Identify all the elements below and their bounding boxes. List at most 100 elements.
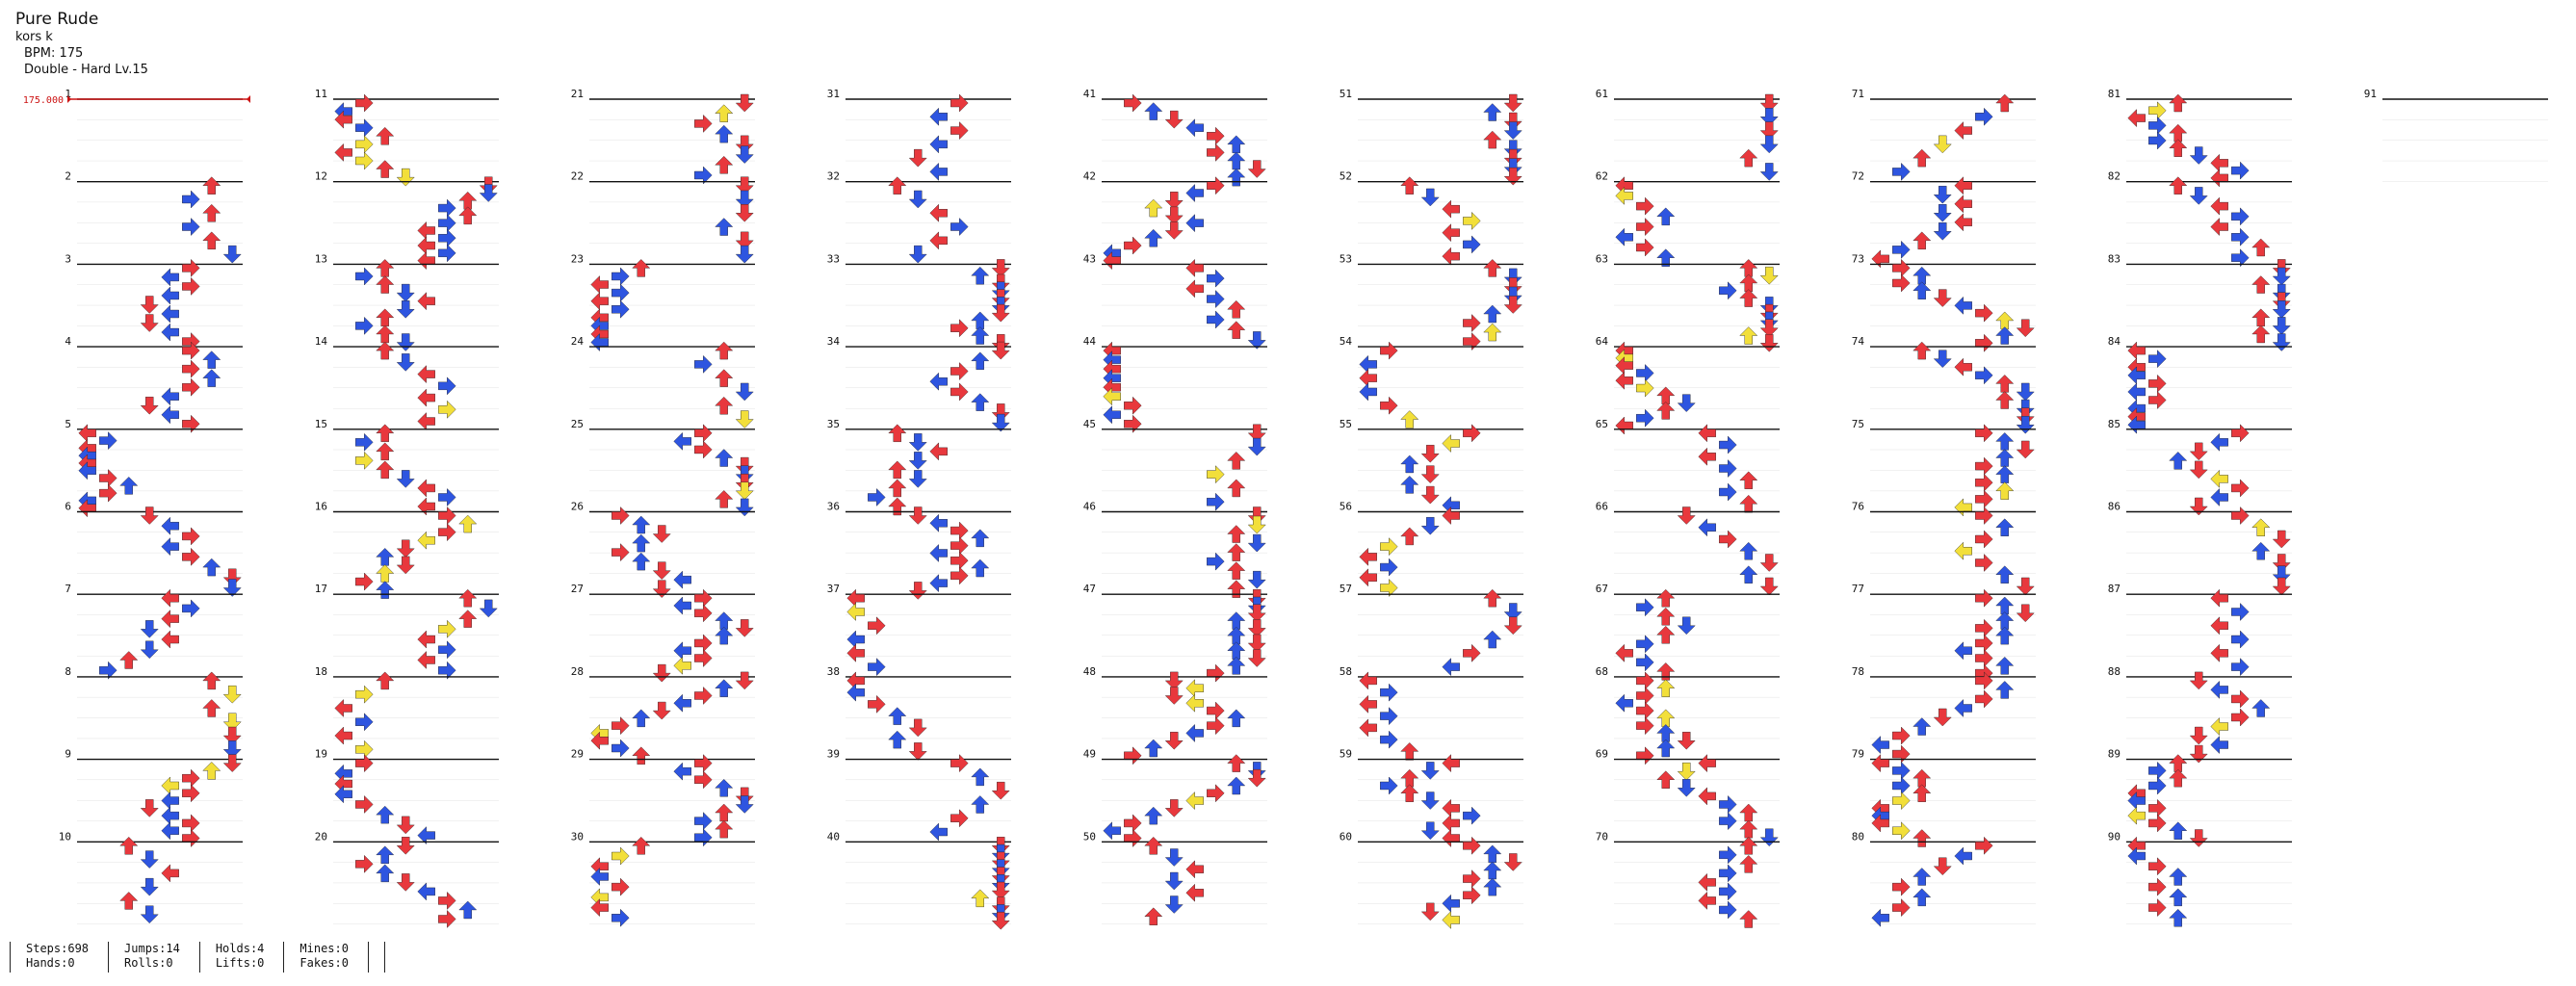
- step-arrow: [611, 716, 630, 736]
- step-arrow: [611, 877, 630, 896]
- step-arrow: [1227, 754, 1246, 772]
- step-arrow: [1164, 671, 1184, 690]
- step-arrow: [438, 640, 456, 660]
- step-arrow: [1207, 269, 1225, 288]
- measure-number: 59: [1340, 748, 1352, 761]
- step-arrow: [222, 685, 242, 704]
- step-arrow: [182, 258, 200, 277]
- step-arrow: [182, 414, 200, 433]
- step-arrow: [1912, 341, 1932, 360]
- step-arrow: [1144, 806, 1163, 825]
- step-arrow: [1247, 649, 1266, 667]
- step-arrow: [438, 400, 456, 419]
- step-arrow: [632, 259, 651, 277]
- step-arrow: [908, 582, 927, 600]
- step-arrow: [2016, 382, 2035, 402]
- measure: 50: [1083, 830, 1267, 924]
- step-arrow: [438, 909, 456, 928]
- step-arrow: [396, 283, 415, 302]
- step-arrow: [1719, 435, 1737, 454]
- step-arrow: [1954, 498, 1972, 517]
- step-arrow: [1892, 791, 1911, 811]
- step-arrow: [1164, 871, 1184, 891]
- step-arrow: [2272, 530, 2291, 549]
- measure-number: 13: [315, 252, 327, 265]
- step-arrow: [1636, 598, 1654, 617]
- stat-fakes: Fakes:0: [299, 956, 349, 970]
- step-arrow: [1739, 494, 1758, 513]
- step-arrow: [161, 268, 179, 287]
- step-arrow: [1503, 603, 1522, 621]
- step-arrow: [2016, 577, 2035, 596]
- step-arrow: [1483, 844, 1502, 864]
- measure-number: 62: [1596, 170, 1608, 183]
- step-arrow: [1698, 424, 1716, 443]
- step-arrow: [888, 497, 907, 516]
- step-arrow: [1227, 321, 1246, 339]
- step-arrow: [673, 762, 691, 781]
- step-arrow: [2148, 857, 2167, 876]
- step-arrow: [888, 176, 907, 195]
- step-arrow: [1954, 698, 1972, 717]
- measure: 81: [2108, 88, 2292, 182]
- step-arrow: [376, 805, 395, 824]
- step-arrow: [715, 396, 734, 415]
- step-arrow: [1380, 579, 1398, 597]
- step-arrow: [1400, 176, 1419, 195]
- step-arrow: [632, 837, 651, 855]
- song-title: Pure Rude: [15, 10, 99, 29]
- measure-number: 12: [315, 170, 327, 183]
- step-arrow: [611, 267, 630, 286]
- step-arrow: [1207, 663, 1225, 683]
- step-arrow: [1739, 326, 1758, 345]
- step-arrow: [376, 564, 395, 583]
- step-arrow: [1954, 641, 1972, 661]
- step-arrow: [2231, 207, 2250, 226]
- step-arrow: [161, 610, 179, 629]
- step-arrow: [929, 822, 948, 842]
- step-arrow: [1442, 246, 1460, 266]
- step-arrow: [161, 323, 179, 342]
- step-arrow: [991, 303, 1010, 323]
- measure-number: 2: [65, 170, 71, 183]
- song-bpm: BPM: 175: [24, 46, 84, 61]
- measure-number: 37: [827, 583, 840, 595]
- step-arrow: [1739, 819, 1758, 839]
- step-arrow: [1400, 410, 1419, 428]
- step-arrow: [202, 350, 221, 369]
- step-arrow: [140, 877, 159, 896]
- step-arrow: [458, 588, 478, 608]
- step-arrow: [376, 845, 395, 865]
- step-arrow: [1933, 204, 1952, 222]
- step-arrow: [1503, 268, 1522, 287]
- measure-number: 30: [571, 830, 584, 843]
- step-arrow: [611, 739, 630, 758]
- step-arrow: [2231, 424, 2250, 443]
- step-arrow: [1164, 192, 1184, 210]
- step-arrow: [1400, 476, 1419, 494]
- step-arrow: [715, 803, 734, 822]
- step-chart: 1234567891011121314151617181920212223242…: [23, 88, 2548, 930]
- bpm-value: 175.000: [23, 95, 64, 106]
- step-arrow: [2169, 93, 2188, 113]
- step-arrow: [1975, 473, 1993, 492]
- step-arrow: [1912, 148, 1932, 168]
- step-arrow: [632, 552, 651, 571]
- step-arrow: [1933, 350, 1952, 368]
- step-arrow: [1698, 787, 1716, 806]
- step-arrow: [1442, 910, 1460, 929]
- step-arrow: [2251, 238, 2271, 257]
- step-arrow: [1636, 716, 1654, 736]
- step-arrow: [868, 616, 886, 636]
- measure-number: 74: [1852, 335, 1865, 348]
- step-arrow: [1995, 93, 2015, 113]
- measure-number: 1: [65, 88, 71, 100]
- measure-number: 89: [2108, 748, 2121, 761]
- step-arrow: [1164, 895, 1184, 914]
- step-arrow: [590, 731, 609, 750]
- measure-number: 29: [571, 748, 584, 761]
- measure-number: 57: [1340, 583, 1352, 595]
- measure: 1: [65, 88, 243, 182]
- measure: 55: [1340, 418, 1523, 512]
- step-arrow: [1995, 518, 2015, 536]
